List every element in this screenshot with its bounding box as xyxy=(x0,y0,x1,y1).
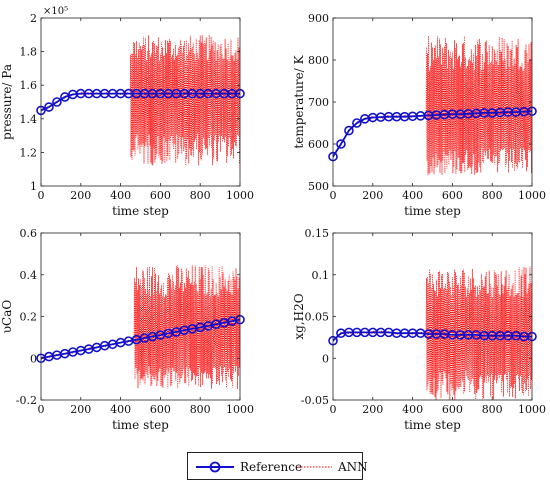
legend-reference-label: Reference xyxy=(240,460,303,474)
x-tick-label: 1000 xyxy=(518,403,546,416)
x-axis-label: time step xyxy=(112,204,169,218)
legend-ann-line-icon xyxy=(298,466,332,468)
y-exponent-label: ×10⁵ xyxy=(43,6,68,17)
x-axis-label: time step xyxy=(112,418,169,432)
reference-point xyxy=(336,139,346,149)
x-axis-label: time step xyxy=(404,418,461,432)
y-tick-label: -0.05 xyxy=(301,394,329,407)
x-tick-label: 600 xyxy=(150,189,171,202)
y-tick-label: 600 xyxy=(308,138,329,151)
reference-point xyxy=(352,118,362,128)
y-tick-label: 0.15 xyxy=(305,227,330,240)
x-tick-label: 200 xyxy=(70,403,91,416)
x-tick-label: 400 xyxy=(402,403,423,416)
x-tick-label: 1000 xyxy=(226,403,254,416)
y-tick-label: 800 xyxy=(308,54,329,67)
y-axis-label: xg,H2O xyxy=(292,293,306,339)
legend: Reference ANN xyxy=(187,452,368,481)
y-tick-label: 1 xyxy=(30,180,37,193)
y-tick-label: -0.2 xyxy=(16,394,37,407)
y-tick-label: 0.05 xyxy=(305,311,330,324)
y-tick-label: 1.4 xyxy=(20,113,38,126)
legend-item-ann: ANN xyxy=(298,453,368,481)
x-tick-label: 0 xyxy=(38,403,45,416)
x-tick-label: 600 xyxy=(442,403,463,416)
reference-point xyxy=(44,102,54,112)
y-tick-label: 2 xyxy=(30,12,37,25)
x-tick-label: 600 xyxy=(150,403,171,416)
x-tick-label: 600 xyxy=(442,189,463,202)
x-tick-label: 0 xyxy=(330,189,337,202)
x-tick-label: 800 xyxy=(482,189,503,202)
x-tick-label: 400 xyxy=(110,403,131,416)
x-tick-label: 400 xyxy=(110,189,131,202)
x-tick-label: 800 xyxy=(190,189,211,202)
legend-ann-label: ANN xyxy=(338,460,368,474)
ann-series-line xyxy=(333,35,532,176)
y-tick-label: 0 xyxy=(322,352,329,365)
plot-frame xyxy=(40,17,241,187)
x-tick-label: 800 xyxy=(482,403,503,416)
y-tick-label: 0.6 xyxy=(20,227,38,240)
x-tick-label: 400 xyxy=(402,189,423,202)
x-tick-label: 800 xyxy=(190,403,211,416)
y-tick-label: 0.2 xyxy=(20,311,38,324)
x-axis-label: time step xyxy=(404,204,461,218)
legend-reference-marker-icon xyxy=(196,461,234,473)
y-tick-label: 1.2 xyxy=(20,146,38,159)
reference-point xyxy=(344,125,354,136)
y-tick-label: 0.1 xyxy=(312,269,330,282)
x-tick-label: 0 xyxy=(330,403,337,416)
x-tick-label: 1000 xyxy=(226,189,254,202)
x-tick-label: 1000 xyxy=(518,189,546,202)
y-tick-label: 1.6 xyxy=(20,79,38,92)
ann-series-line xyxy=(41,265,240,389)
x-tick-label: 200 xyxy=(362,403,383,416)
y-tick-label: 700 xyxy=(308,96,329,109)
legend-item-reference: Reference xyxy=(196,453,302,481)
y-tick-label: 0 xyxy=(30,352,37,365)
y-tick-label: 0.4 xyxy=(20,269,38,282)
y-axis-label: υCaO xyxy=(0,300,14,334)
y-tick-label: 500 xyxy=(308,180,329,193)
reference-point xyxy=(52,97,62,107)
ann-series-line xyxy=(41,34,240,166)
x-tick-label: 0 xyxy=(38,189,45,202)
x-tick-label: 200 xyxy=(70,189,91,202)
y-axis-label: pressure/ Pa xyxy=(0,64,14,140)
chart-panel-2: 0 200 400 600 800 1000 500 600 700 800 900 time ste… xyxy=(292,12,546,218)
x-tick-label: 200 xyxy=(362,189,383,202)
y-axis-label: temperature/ K xyxy=(292,54,306,148)
y-tick-label: 1.8 xyxy=(20,46,38,59)
chart-panel-1: 0 200 400 600 800 1000 1 1.2 1.4 1.6 1.8 2 time step… xyxy=(0,6,254,218)
y-tick-label: 900 xyxy=(308,12,329,25)
